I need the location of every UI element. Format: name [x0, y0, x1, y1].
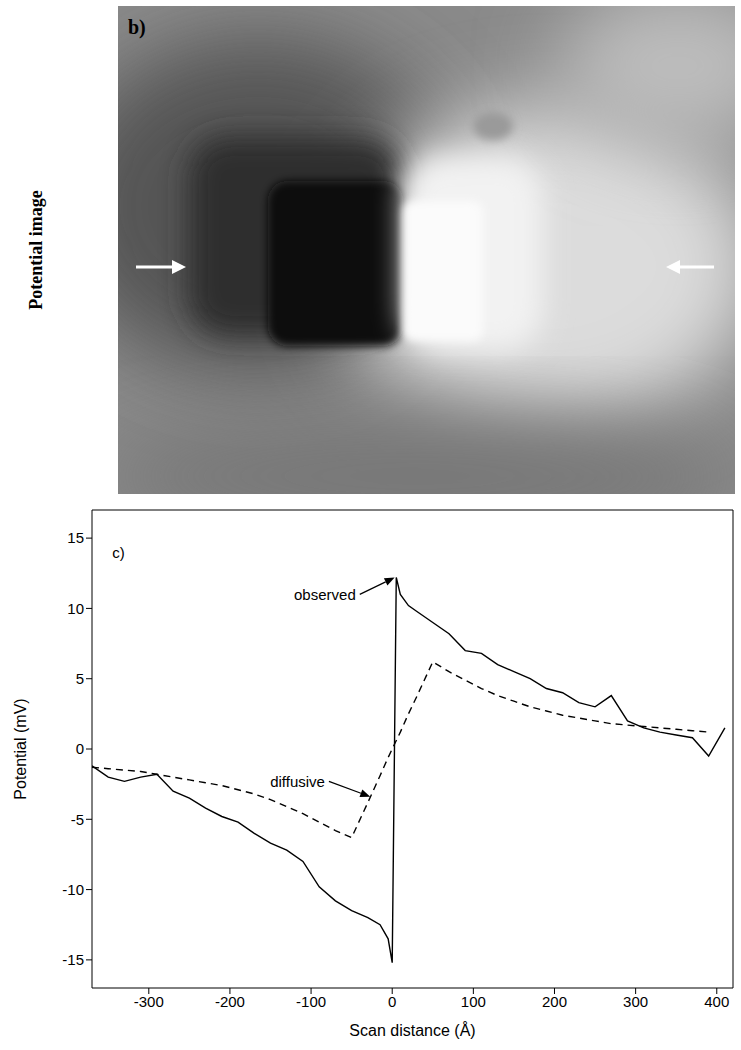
- html-text:Potential image: Potential image: [25, 190, 46, 310]
- svg-text:400: 400: [704, 993, 729, 1010]
- svg-text:-300: -300: [134, 993, 164, 1010]
- svg-text:-100: -100: [296, 993, 326, 1010]
- svg-text:-5: -5: [71, 811, 84, 828]
- svg-text:Scan distance (Å): Scan distance (Å): [349, 1021, 475, 1039]
- svg-text:Potential (mV): Potential (mV): [12, 698, 29, 799]
- svg-text:0: 0: [76, 740, 84, 757]
- svg-text:10: 10: [67, 600, 84, 617]
- svg-text:-10: -10: [62, 881, 84, 898]
- svg-text:15: 15: [67, 529, 84, 546]
- svg-text:observed: observed: [294, 586, 356, 603]
- svg-text:300: 300: [623, 993, 648, 1010]
- svg-text:5: 5: [76, 670, 84, 687]
- svg-text:c): c): [112, 544, 125, 561]
- svg-text:0: 0: [388, 993, 396, 1010]
- svg-text:-200: -200: [215, 993, 245, 1010]
- svg-text:-15: -15: [62, 951, 84, 968]
- svg-text:diffusive: diffusive: [270, 773, 325, 790]
- svg-text:100: 100: [461, 993, 486, 1010]
- svg-text:200: 200: [542, 993, 567, 1010]
- svg-text:b): b): [128, 16, 146, 39]
